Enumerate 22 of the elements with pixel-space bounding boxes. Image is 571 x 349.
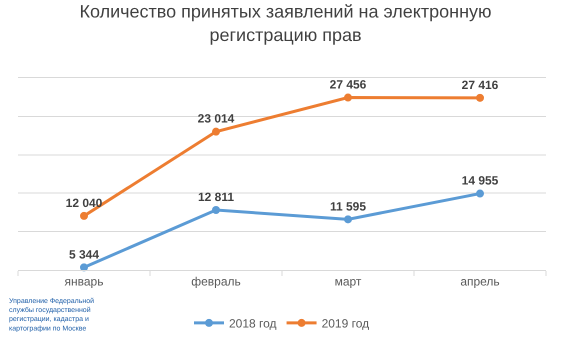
point: [476, 190, 484, 198]
chart-title: Количество принятых заявлений на электронную регистрацию прав: [79, 1, 492, 45]
point: [344, 215, 352, 224]
point: [344, 94, 352, 102]
data-label: 5 344: [68, 247, 100, 262]
data-label: 12 040: [66, 196, 103, 210]
x-tick-label: март: [334, 274, 362, 288]
data-label: 23 014: [198, 112, 235, 126]
data-label: 11 595: [330, 199, 366, 214]
point: [212, 128, 220, 136]
data-label: 27 456: [330, 78, 367, 92]
data-label: 14 955: [462, 174, 499, 188]
x-tick-label: февраль: [191, 274, 241, 288]
legend-label: 2018 год: [229, 316, 277, 331]
data-label: 27 416: [462, 78, 499, 92]
data-label: 12 811: [198, 190, 234, 204]
legend-label: 2019 год: [322, 316, 370, 331]
point: [212, 206, 220, 214]
point: [476, 94, 484, 102]
x-tick-label: январь: [64, 274, 104, 288]
point: [80, 212, 88, 220]
x-tick-label: апрель: [460, 274, 500, 288]
